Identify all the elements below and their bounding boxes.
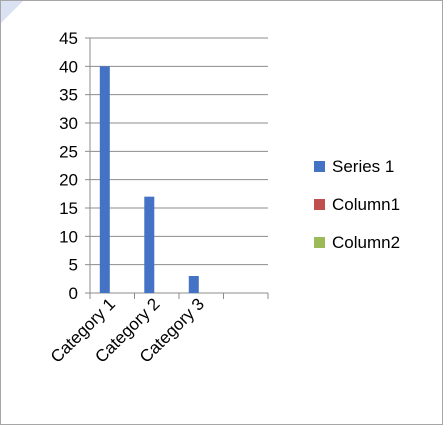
legend-swatch bbox=[314, 161, 325, 172]
legend-label: Series 1 bbox=[332, 157, 394, 176]
grid-lines bbox=[90, 37, 268, 266]
y-tick-label: 20 bbox=[59, 171, 78, 190]
y-tick-label: 15 bbox=[59, 199, 78, 218]
y-tick-label: 35 bbox=[59, 86, 78, 105]
y-tick-label: 40 bbox=[59, 57, 78, 76]
bar bbox=[144, 196, 155, 293]
legend: Series 1 Column1 Column2 bbox=[314, 157, 400, 252]
legend-label: Column1 bbox=[332, 195, 400, 214]
bars bbox=[99, 66, 199, 293]
y-tick-label: 25 bbox=[59, 142, 78, 161]
y-tick-label: 0 bbox=[69, 284, 78, 303]
chart-corner-decoration bbox=[1, 1, 23, 23]
legend-swatch bbox=[314, 199, 325, 210]
bar bbox=[99, 66, 110, 293]
y-tick-label: 30 bbox=[59, 114, 78, 133]
bar bbox=[188, 276, 199, 293]
y-tick-label: 10 bbox=[59, 227, 78, 246]
axes bbox=[85, 37, 269, 299]
legend-swatch bbox=[314, 237, 325, 248]
y-tick-labels: 0 5 10 15 20 25 30 35 40 45 bbox=[59, 29, 78, 303]
y-tick-label: 5 bbox=[69, 256, 78, 275]
y-tick-label: 45 bbox=[59, 29, 78, 48]
legend-label: Column2 bbox=[332, 233, 400, 252]
